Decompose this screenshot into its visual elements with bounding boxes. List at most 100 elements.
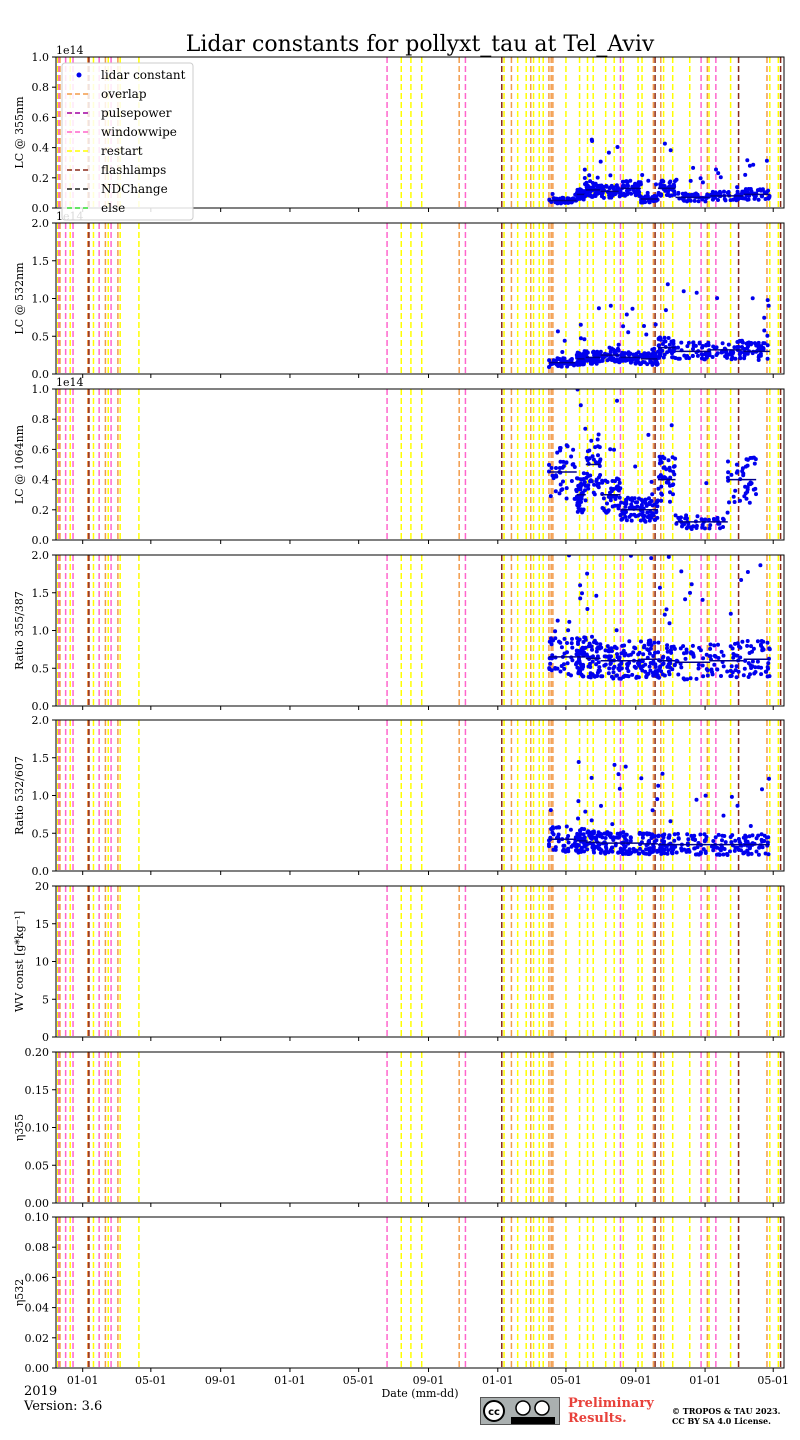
lidar-constant-point [561,662,566,667]
lidar-constant-point [662,456,667,461]
lidar-constant-point [734,470,739,475]
y-tick-label: 2.0 [32,217,50,230]
lidar-constant-point [650,512,655,517]
lidar-constant-point [666,336,671,340]
lidar-constant-point [749,341,754,345]
lidar-constant-point [657,454,662,459]
lidar-constant-point [562,666,567,671]
lidar-constant-point [628,555,633,558]
lidar-constant-point [616,772,621,777]
lidar-constant-point [641,652,646,657]
lidar-constant-point [628,178,633,183]
lidar-constant-point [618,189,623,194]
lidar-constant-point [576,760,581,764]
lidar-constant-point [765,343,770,348]
y-tick-label: 5 [42,993,49,1006]
lidar-constant-point [594,593,599,598]
lidar-constant-point [745,639,750,643]
lidar-constant-point [741,673,746,678]
y-tick-label: 0.4 [32,142,50,155]
lidar-constant-point [553,196,558,201]
lidar-constant-point [566,840,571,845]
lidar-constant-point [594,662,599,667]
lidar-constant-point [615,652,619,657]
lidar-constant-point [733,488,738,493]
lidar-constant-point [600,358,605,363]
lidar-constant-point [765,356,770,361]
lidar-constant-point [586,830,591,835]
lidar-constant-point [557,466,562,470]
lidar-constant-point [588,479,592,484]
lidar-constant-point [662,475,667,480]
lidar-constant-point [575,389,580,392]
lidar-constant-point [651,199,656,204]
lidar-constant-point [558,196,562,201]
lidar-constant-point [588,661,592,666]
lidar-constant-point [595,175,600,180]
lidar-constant-point [734,675,739,680]
lidar-constant-point [628,652,633,657]
lidar-constant-point [633,646,638,651]
legend-box [61,62,194,221]
lidar-constant-point [684,650,689,655]
y-tick-label: 1.0 [32,383,50,396]
lidar-constant-point [624,312,629,317]
lidar-constant-point [720,838,724,843]
lidar-constant-point [611,666,616,671]
lidar-constant-point [609,646,614,651]
lidar-constant-point [670,483,675,488]
y-tick-label: 0.8 [32,81,50,94]
lidar-constant-point [749,644,753,649]
lidar-constant-point [698,851,703,856]
x-tick-label: 05-01 [550,1374,582,1387]
lidar-constant-point [650,360,654,365]
lidar-constant-point [669,645,674,649]
lidar-constant-point [557,825,562,830]
lidar-constant-point [725,669,730,674]
lidar-constant-point [683,597,688,602]
lidar-constant-point [684,513,689,518]
lidar-constant-point [579,496,584,501]
lidar-constant-point [676,672,681,677]
lidar-constant-point [585,191,590,195]
lidar-constant-point [707,351,712,356]
lidar-constant-point [647,664,652,669]
lidar-constant-point [752,671,757,676]
y-tick-label: 0.6 [32,443,50,456]
lidar-constant-point [555,356,560,361]
lidar-constant-point [585,571,590,576]
lidar-constant-point [575,509,580,514]
y-tick-label: 0.00 [25,1362,50,1375]
legend-label: NDChange [101,182,168,196]
x-tick-label: 09-01 [205,1374,237,1387]
y-tick-label: 0.00 [25,1197,50,1210]
lidar-constant-point [648,639,653,644]
lidar-constant-point [578,596,583,601]
lidar-constant-point [571,462,576,467]
lidar-constant-point [615,398,619,403]
x-axis-label: Date (mm-dd) [381,1387,458,1400]
lidar-constant-point [701,674,706,679]
lidar-constant-point [667,342,672,347]
lidar-constant-point [634,189,639,194]
x-tick-label: 01-01 [689,1374,721,1387]
lidar-constant-point [656,783,661,788]
lidar-constant-point [651,844,656,849]
lidar-constant-point [614,835,619,840]
lidar-constant-point [586,483,591,488]
lidar-constant-point [590,139,595,143]
lidar-constant-point [633,464,638,469]
lidar-constant-point [608,349,613,354]
lidar-constant-point [735,803,740,808]
lidar-constant-point [662,839,667,844]
lidar-constant-point [579,666,584,671]
lidar-constant-point [668,349,673,354]
lidar-constant-point [755,639,760,644]
x-tick-label: 01-01 [67,1374,99,1387]
panel-plot-area [56,886,782,1037]
y-tick-label: 0.15 [25,1084,50,1097]
lidar-constant-point [569,479,574,483]
lidar-constant-point [547,462,551,467]
lidar-constant-point [623,193,627,198]
